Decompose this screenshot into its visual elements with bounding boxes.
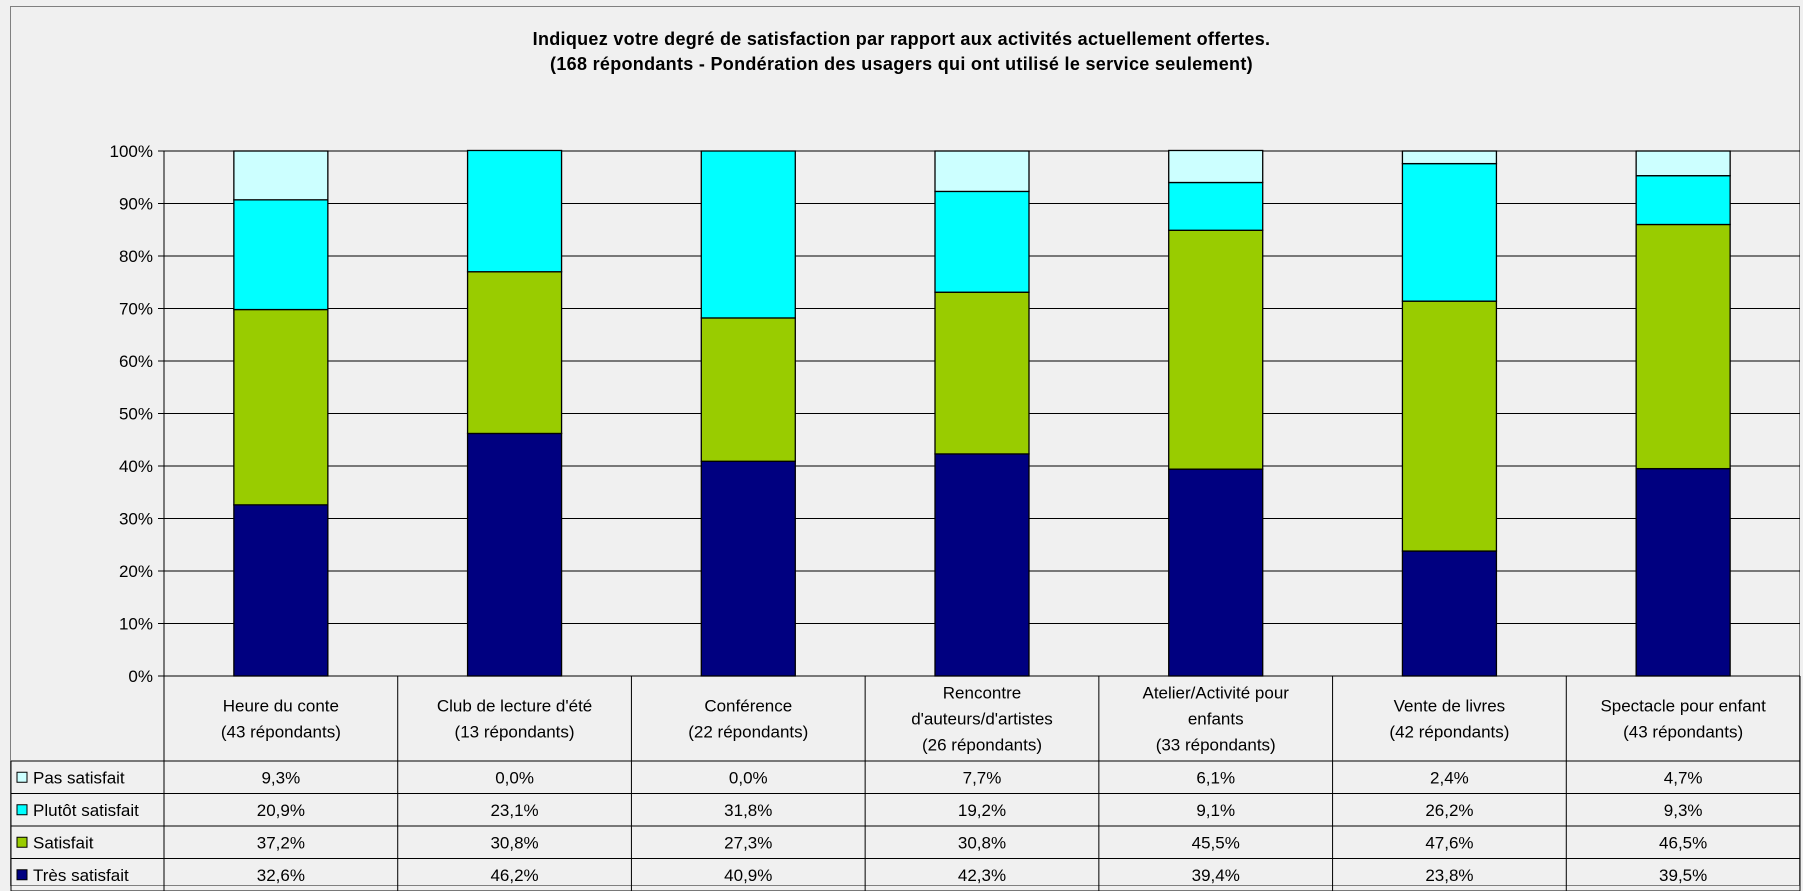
y-tick-label: 40%	[119, 457, 153, 476]
data-label: 9,3%	[1664, 801, 1703, 820]
data-label: 39,4%	[1192, 866, 1240, 885]
bar-segment	[233, 199, 329, 311]
category-label: Vente de livres	[1394, 697, 1506, 716]
category-label: Rencontre	[943, 684, 1021, 703]
category-label: enfants	[1188, 710, 1244, 729]
legend-swatch	[16, 771, 28, 783]
data-label: 0,0%	[729, 768, 768, 787]
data-label: 32,6%	[257, 866, 305, 885]
bar-segment	[233, 308, 329, 506]
bar-segment	[466, 432, 563, 677]
data-label: 7,7%	[963, 768, 1002, 787]
y-tick-label: 0%	[128, 667, 153, 686]
bar-segment	[934, 150, 1030, 193]
bar-segment	[466, 149, 563, 273]
bar-segment	[934, 190, 1030, 293]
y-tick-label: 70%	[119, 300, 153, 319]
data-label: 23,8%	[1425, 866, 1473, 885]
data-label: 26,2%	[1425, 801, 1473, 820]
bar-segment	[934, 453, 1030, 677]
category-label: (22 répondants)	[688, 723, 808, 742]
data-label: 0,0%	[495, 768, 534, 787]
data-label: 2,4%	[1430, 768, 1469, 787]
category-label: Club de lecture d'été	[437, 697, 592, 716]
y-tick-label: 50%	[119, 405, 153, 424]
bar-segment	[934, 291, 1030, 455]
bar-segment	[233, 150, 329, 201]
bar-segment	[1401, 162, 1498, 302]
data-label: 27,3%	[724, 833, 772, 852]
data-label: 20,9%	[257, 801, 305, 820]
bar-segment	[1168, 181, 1264, 231]
bar-segment	[1168, 468, 1264, 677]
y-tick-label: 90%	[119, 195, 153, 214]
legend-swatch	[16, 804, 28, 816]
y-tick-label: 10%	[119, 615, 153, 634]
legend-swatch	[16, 836, 28, 848]
data-label: 9,1%	[1196, 801, 1235, 820]
data-label: 37,2%	[257, 833, 305, 852]
chart-title: Indiquez votre degré de satisfaction par…	[532, 29, 1271, 49]
chart-subtitle: (168 répondants - Pondération des usager…	[550, 54, 1253, 74]
category-label: Heure du conte	[223, 697, 339, 716]
category-label: (33 répondants)	[1156, 736, 1276, 755]
category-label: Atelier/Activité pour	[1142, 684, 1289, 703]
y-tick-label: 20%	[119, 562, 153, 581]
legend-label: Satisfait	[33, 833, 94, 852]
y-tick-label: 80%	[119, 247, 153, 266]
data-label: 31,8%	[724, 801, 772, 820]
data-label: 45,5%	[1192, 833, 1240, 852]
bar-segment	[700, 150, 796, 319]
data-label: 6,1%	[1196, 768, 1235, 787]
bar-segment	[700, 317, 796, 462]
legend-label: Très satisfait	[33, 866, 129, 885]
data-label: 40,9%	[724, 866, 772, 885]
bar-segment	[466, 271, 563, 435]
bar-segment	[233, 504, 329, 677]
bar-segment	[1635, 467, 1731, 677]
bar-segment	[1168, 149, 1264, 184]
bar-segment	[1168, 229, 1264, 470]
data-label: 4,7%	[1664, 768, 1703, 787]
category-label: d'auteurs/d'artistes	[911, 710, 1053, 729]
bar-segment	[1635, 223, 1731, 470]
bar-segment	[1401, 150, 1498, 165]
y-tick-label: 60%	[119, 352, 153, 371]
data-label: 19,2%	[958, 801, 1006, 820]
data-label: 9,3%	[261, 768, 300, 787]
data-label: 39,5%	[1659, 866, 1707, 885]
data-label: 46,2%	[490, 866, 538, 885]
category-label: (42 répondants)	[1389, 723, 1509, 742]
bar-segment	[1401, 300, 1498, 552]
data-label: 46,5%	[1659, 833, 1707, 852]
bar-segment	[1401, 550, 1498, 677]
data-label: 30,8%	[490, 833, 538, 852]
category-label: Conférence	[704, 697, 792, 716]
data-label: 23,1%	[490, 801, 538, 820]
category-label: (43 répondants)	[1623, 723, 1743, 742]
bar-segment	[1635, 150, 1731, 177]
y-tick-label: 100%	[110, 142, 153, 161]
legend-label: Pas satisfait	[33, 768, 125, 787]
bar-segment	[700, 460, 796, 677]
legend-label: Plutôt satisfait	[33, 801, 139, 820]
category-label: Spectacle pour enfant	[1600, 697, 1766, 716]
category-label: (43 répondants)	[221, 723, 341, 742]
data-label: 30,8%	[958, 833, 1006, 852]
data-label: 42,3%	[958, 866, 1006, 885]
category-label: (26 répondants)	[922, 736, 1042, 755]
legend-swatch	[16, 869, 28, 881]
data-label: 47,6%	[1425, 833, 1473, 852]
category-label: (13 répondants)	[455, 723, 575, 742]
y-tick-label: 30%	[119, 510, 153, 529]
bar-segment	[1635, 175, 1731, 226]
